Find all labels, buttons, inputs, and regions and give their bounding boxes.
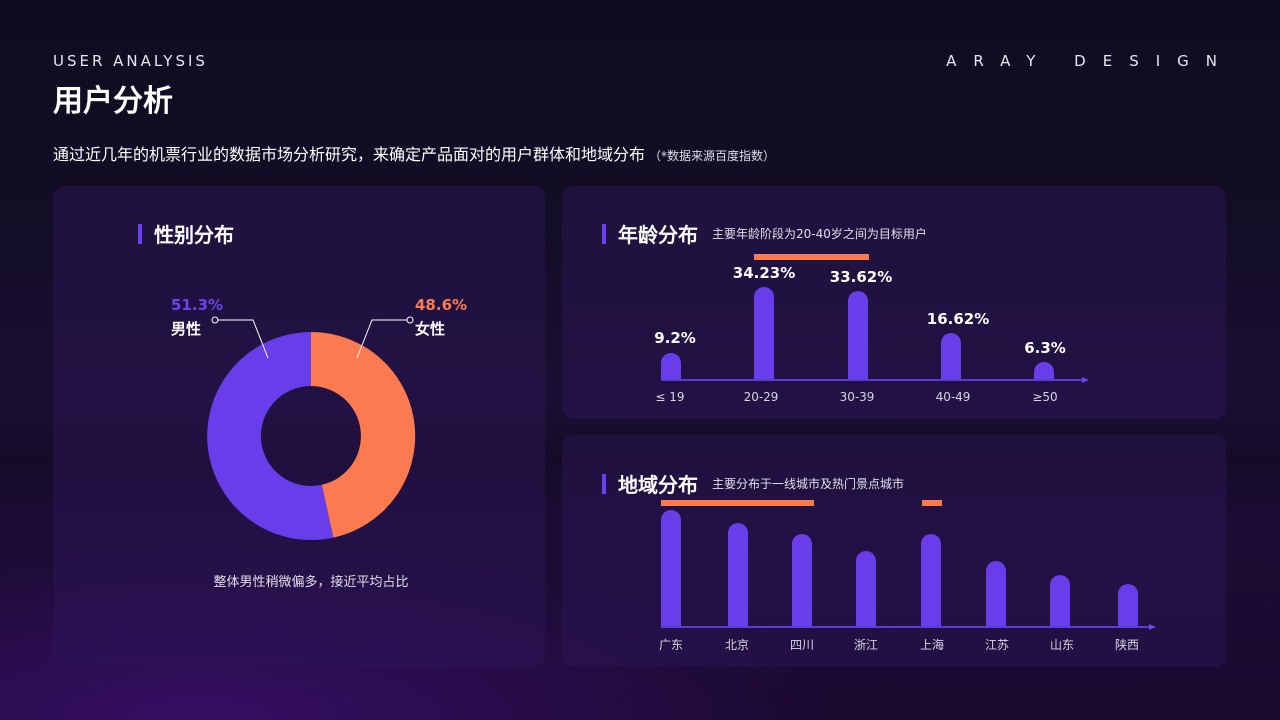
age-label-2: 30-39 [839,390,875,404]
subtitle-text: 通过近几年的机票行业的数据市场分析研究，来确定产品面对的用户群体和地域分布 [53,145,646,164]
region-bar-3 [856,551,876,627]
region-bar-7 [1118,584,1138,627]
age-card-title: 年龄分布 主要年龄阶段为20-40岁之间为目标用户 [602,219,927,248]
age-bar-0 [661,353,681,380]
female-leader-dot [406,316,414,324]
female-label: 女性 [415,320,446,338]
region-desc: 主要分布于一线城市及热门景点城市 [712,477,905,491]
gender-title: 性别分布 [154,223,234,247]
age-bar-3 [941,333,961,380]
region-card-title: 地域分布 主要分布于一线城市及热门景点城市 [602,469,904,498]
age-value-0: 9.2% [654,329,696,347]
age-highlight-bar [754,254,869,260]
male-leader-line [218,319,269,359]
age-x-axis [661,379,1083,381]
male-value: 51.3% [171,296,224,314]
male-slice [207,332,334,540]
age-value-2: 33.62% [829,268,893,286]
age-value-3: 16.62% [926,310,990,328]
region-label-4: 上海 [919,638,945,652]
age-bar-1 [754,287,774,380]
region-highlight-bar-1 [661,500,814,506]
eyebrow-text: USER ANALYSIS [53,52,208,70]
region-axis-arrow-icon [1149,624,1156,630]
region-bar-5 [986,561,1006,627]
region-bar-4 [921,534,941,627]
region-highlight-bar-2 [922,500,942,506]
gender-card [53,186,545,667]
brand-text: ARAY DESIGN [946,52,1234,70]
title-accent-bar [138,223,142,244]
region-bar-0 [661,510,681,627]
gender-card-title: 性别分布 [138,219,234,248]
gender-caption: 整体男性稍微偏多，接近平均占比 [213,575,409,590]
region-bar-2 [792,534,812,627]
age-value-1: 34.23% [732,264,796,282]
region-bar-6 [1050,575,1070,627]
female-leader-line [356,319,407,359]
region-label-0: 广东 [658,638,684,652]
age-bar-4 [1034,362,1054,380]
region-label-6: 山东 [1049,638,1075,652]
region-bar-1 [728,523,748,627]
age-value-4: 6.3% [1024,339,1066,357]
age-label-0: ≤ 19 [655,390,685,404]
age-label-4: ≥50 [1032,390,1058,404]
female-slice [311,331,416,538]
age-desc: 主要年龄阶段为20-40岁之间为目标用户 [712,227,927,241]
age-title: 年龄分布 [618,223,698,247]
male-label: 男性 [171,320,202,338]
region-x-axis [661,626,1150,628]
male-leader-dot [211,316,219,324]
region-label-1: 北京 [724,638,750,652]
region-title: 地域分布 [618,473,698,497]
age-label-3: 40-49 [935,390,971,404]
age-label-1: 20-29 [743,390,779,404]
page-subtitle: 通过近几年的机票行业的数据市场分析研究，来确定产品面对的用户群体和地域分布 （*数… [53,141,775,165]
female-value: 48.6% [415,296,468,314]
age-axis-arrow-icon [1082,377,1089,383]
source-note: （*数据来源百度指数） [649,149,776,163]
title-accent-bar [602,223,606,244]
region-label-7: 陕西 [1114,638,1140,652]
region-label-3: 浙江 [853,638,879,652]
age-bar-2 [848,291,868,380]
page-title: 用户分析 [53,84,173,119]
region-label-5: 江苏 [984,638,1010,652]
title-accent-bar [602,473,606,494]
region-label-2: 四川 [789,638,815,652]
